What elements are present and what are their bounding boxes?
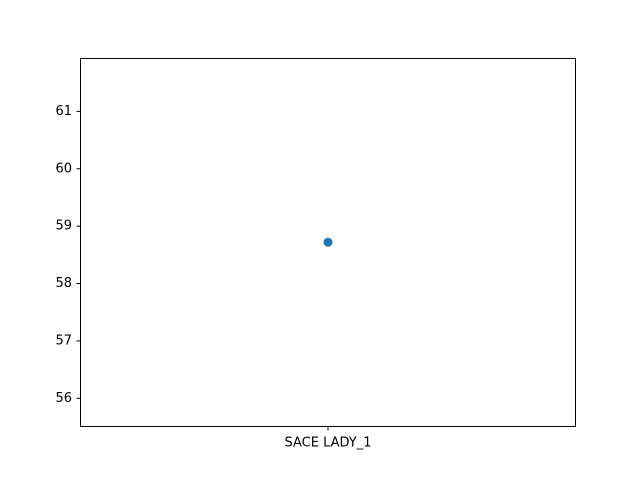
y-tick-label: 61	[55, 104, 72, 119]
y-tick-label: 58	[55, 276, 72, 291]
y-tick-label: 56	[55, 391, 72, 406]
y-axis: 56 57 58 59 60 61	[55, 104, 81, 406]
data-point	[323, 237, 333, 247]
y-tick-label: 60	[55, 161, 72, 176]
x-axis: SACE LADY_1	[284, 426, 372, 451]
y-tick-label: 59	[55, 219, 72, 234]
y-tick-label: 57	[55, 333, 72, 348]
x-tick-label: SACE LADY_1	[284, 436, 371, 451]
data-points	[323, 237, 333, 247]
